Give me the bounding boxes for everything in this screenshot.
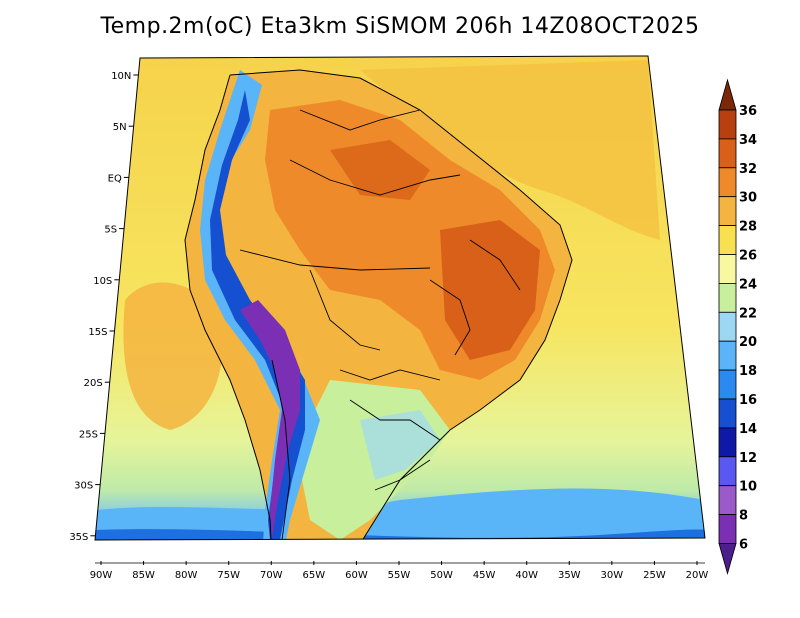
lat-tick-label: 20S	[84, 378, 103, 389]
lat-tick-label: 15S	[88, 327, 107, 338]
colorbar-segment	[718, 456, 737, 487]
colorbar-arrow-top	[718, 78, 737, 111]
colorbar-segment	[718, 340, 737, 371]
colorbar-label: 14	[739, 422, 757, 437]
colorbar-label: 32	[739, 162, 757, 177]
pacific-warm-patch	[123, 282, 223, 430]
lat-tick-label: 5N	[113, 122, 127, 133]
lon-tick-label: 45W	[473, 570, 496, 581]
colorbar-label: 6	[739, 538, 748, 553]
map-title: Temp.2m(oC) Eta3km SiSMOM 206h 14Z08OCT2…	[100, 14, 700, 39]
lat-tick-label: 5S	[104, 225, 117, 236]
andes-coldest	[240, 300, 300, 540]
colorbar-segment	[718, 109, 737, 140]
colorbar-label: 26	[739, 249, 757, 264]
colorbar-label: 28	[739, 220, 757, 235]
colorbar-label: 36	[739, 104, 757, 119]
lon-tick-label: 25W	[643, 570, 666, 581]
colorbar-segment	[718, 196, 737, 226]
colorbar-label: 22	[739, 306, 757, 321]
lon-tick-label: 20W	[686, 570, 709, 581]
colorbar-label: 30	[739, 191, 757, 206]
latitude-axis: 10N 5N EQ 5S 10S 15S 20S 25S 30S 35S	[69, 71, 139, 543]
colorbar-segment	[718, 514, 737, 544]
hottest-core	[440, 220, 540, 360]
colorbar-segment	[718, 398, 737, 429]
lat-tick-label: 30S	[74, 481, 93, 492]
colorbar-segment	[718, 485, 737, 516]
lat-tick-label: 10N	[111, 71, 131, 82]
map-domain	[95, 56, 705, 540]
longitude-axis: 90W 85W 80W 75W 70W 65W 60W 55W 50W 45W 40W 35W 30W 2…	[90, 561, 709, 581]
colorbar-label: 16	[739, 393, 757, 408]
lat-tick-label: 10S	[93, 276, 112, 287]
country-borders	[239, 109, 521, 540]
lat-tick-label: 35S	[69, 532, 88, 543]
lon-tick-label: 55W	[388, 570, 411, 581]
colorbar-label: 10	[739, 480, 757, 495]
lon-tick-label: 35W	[558, 570, 581, 581]
atlantic-warm-band	[360, 60, 660, 240]
colorbar-segment	[718, 369, 737, 400]
lon-tick-label: 65W	[303, 570, 326, 581]
colorbar-segment	[718, 311, 737, 342]
southern-ocean-cold	[95, 488, 705, 540]
colorbar-label: 34	[739, 133, 757, 148]
coastline	[184, 69, 573, 540]
lon-tick-label: 30W	[601, 570, 624, 581]
colorbar-segment	[718, 254, 737, 284]
lat-tick-label: 25S	[79, 429, 98, 440]
lat-tick-label: EQ	[108, 173, 122, 184]
colorbar: 6 8 10 12 14 16 18 20 22 24 26 28 30 32 34 36	[718, 78, 757, 575]
lon-tick-label: 50W	[430, 570, 453, 581]
colorbar-segment	[718, 138, 737, 169]
lon-tick-label: 60W	[345, 570, 368, 581]
lon-tick-label: 85W	[132, 570, 155, 581]
colorbar-label: 20	[739, 335, 757, 350]
colorbar-label: 8	[739, 509, 748, 524]
lon-tick-label: 90W	[90, 570, 113, 581]
lon-tick-label: 75W	[217, 570, 240, 581]
colorbar-label: 12	[739, 451, 757, 466]
mild-south-region	[360, 410, 440, 480]
colorbar-segment	[718, 167, 737, 198]
lon-tick-label: 70W	[260, 570, 283, 581]
colorbar-segment	[718, 225, 737, 255]
map-frame	[94, 55, 706, 541]
colorbar-arrow-bottom	[718, 543, 737, 575]
colorbar-label: 18	[739, 364, 757, 379]
colorbar-segment	[718, 427, 737, 458]
lon-tick-label: 80W	[175, 570, 198, 581]
colorbar-label: 24	[739, 277, 757, 292]
hot-core-northwest	[330, 140, 430, 200]
lon-tick-label: 40W	[515, 570, 538, 581]
colorbar-segment	[718, 282, 737, 313]
